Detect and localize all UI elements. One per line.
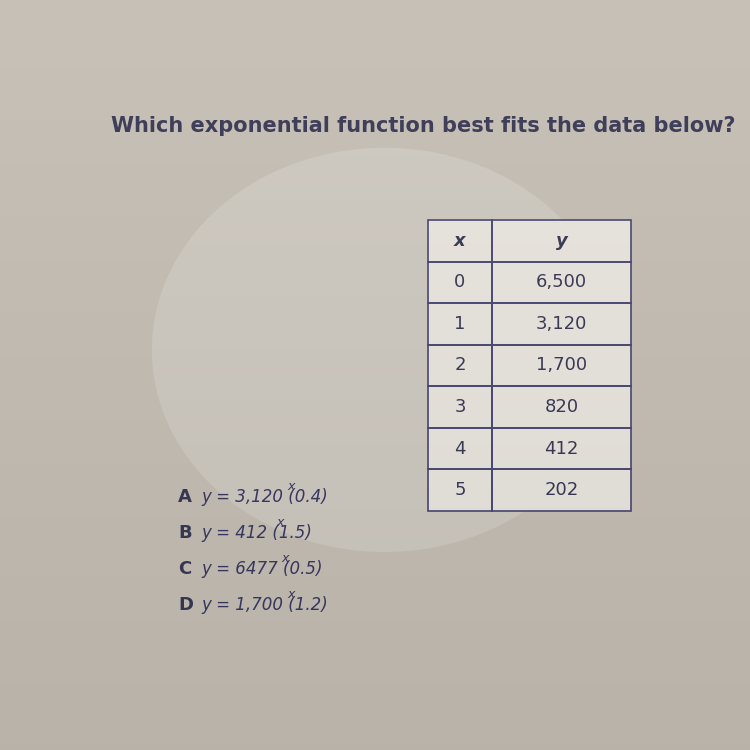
Text: 0: 0	[454, 273, 466, 291]
Text: 2: 2	[454, 356, 466, 374]
Bar	[492, 345, 632, 386]
Text: x: x	[287, 480, 295, 494]
Bar	[492, 427, 632, 470]
Text: D: D	[178, 596, 193, 613]
Text: 1: 1	[454, 315, 466, 333]
Text: x: x	[287, 588, 295, 601]
Bar	[492, 470, 632, 511]
Ellipse shape	[152, 148, 616, 552]
Text: x: x	[454, 232, 466, 250]
Bar	[428, 386, 492, 427]
Text: 202: 202	[544, 482, 579, 500]
Text: 412: 412	[544, 440, 579, 458]
Text: Which exponential function best fits the data below?: Which exponential function best fits the…	[111, 116, 736, 136]
Text: 820: 820	[544, 398, 579, 416]
Bar	[492, 303, 632, 345]
Bar	[492, 262, 632, 303]
Text: 1,700: 1,700	[536, 356, 587, 374]
Text: 4: 4	[454, 440, 466, 458]
Text: 3,120: 3,120	[536, 315, 587, 333]
Text: 5: 5	[454, 482, 466, 500]
Bar	[428, 345, 492, 386]
Text: y = 3,120 (0.4): y = 3,120 (0.4)	[201, 488, 328, 506]
Text: y: y	[556, 232, 568, 250]
Bar	[428, 220, 632, 511]
Bar	[428, 470, 492, 511]
Text: 3: 3	[454, 398, 466, 416]
Bar	[428, 220, 492, 262]
Text: x: x	[281, 552, 289, 565]
Text: C: C	[178, 560, 191, 578]
Text: 6,500: 6,500	[536, 273, 587, 291]
Bar	[428, 262, 492, 303]
Bar	[428, 427, 492, 470]
Text: y = 6477 (0.5): y = 6477 (0.5)	[201, 560, 322, 578]
Text: y = 412 (1.5): y = 412 (1.5)	[201, 524, 312, 542]
Bar	[428, 303, 492, 345]
Text: B: B	[178, 524, 192, 542]
Bar	[492, 386, 632, 427]
Text: A: A	[178, 488, 192, 506]
Text: y = 1,700 (1.2): y = 1,700 (1.2)	[201, 596, 328, 613]
Text: x: x	[276, 516, 284, 529]
Bar	[492, 220, 632, 262]
